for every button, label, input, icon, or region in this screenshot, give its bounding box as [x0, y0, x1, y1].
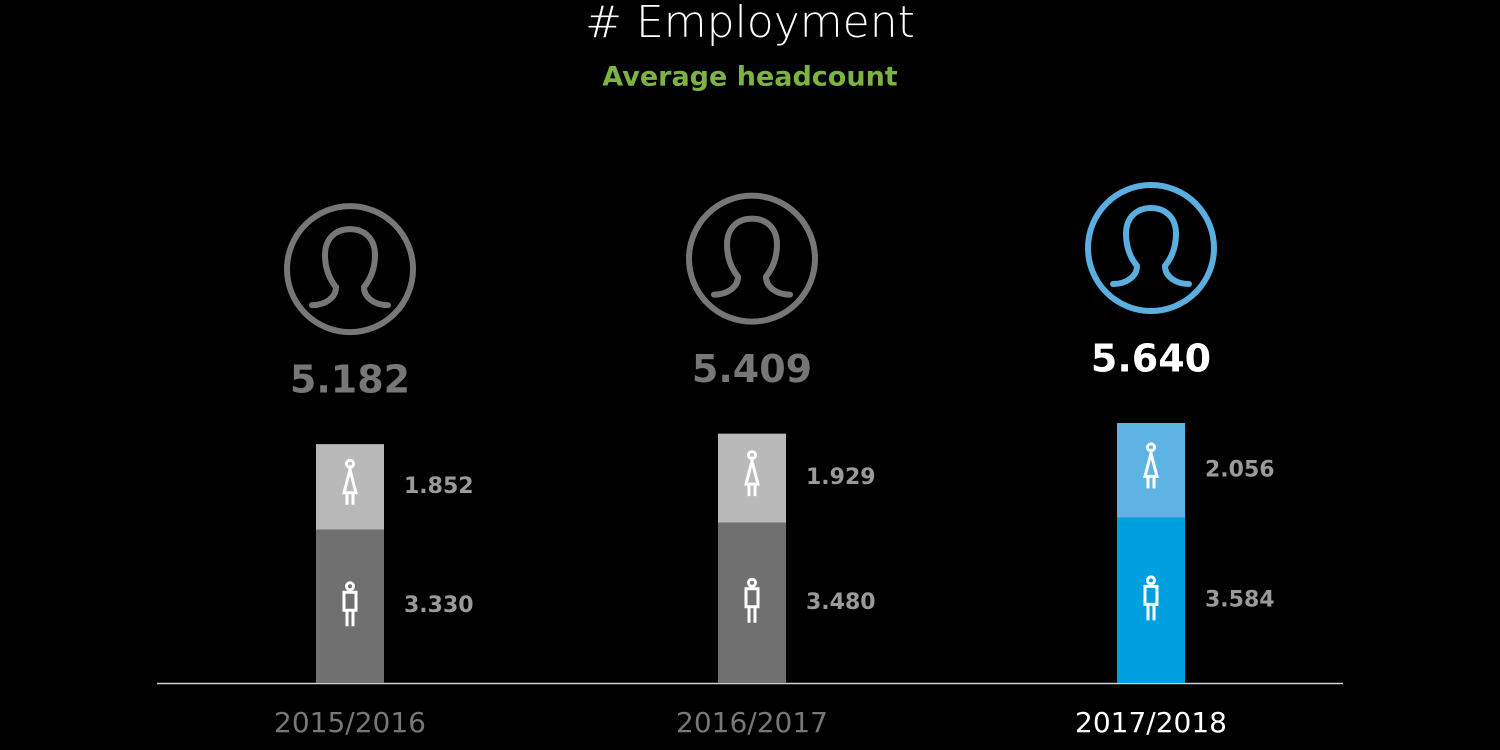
female-icon — [342, 458, 358, 505]
icon-head — [1146, 575, 1156, 586]
value-label: 3.480 — [806, 590, 876, 615]
value-label: 3.330 — [404, 593, 474, 618]
x-tick-label: 2017/2018 — [1075, 706, 1227, 739]
total-label: 5.409 — [692, 347, 812, 391]
total-label: 5.182 — [290, 358, 410, 402]
male-icon — [342, 581, 358, 627]
avatar-ring — [1085, 182, 1217, 314]
male-icon — [744, 577, 760, 623]
male-icon — [1143, 575, 1159, 621]
chart-subtitle: Average headcount — [602, 62, 897, 93]
value-label: 1.929 — [806, 465, 876, 490]
avatar-figure — [711, 215, 793, 298]
icon-body — [342, 590, 358, 627]
avatar-figure — [309, 226, 391, 309]
bar-segment — [316, 529, 384, 683]
bar-segment — [1117, 517, 1185, 683]
icon-body — [342, 463, 358, 505]
bar-segment — [316, 444, 384, 530]
value-label: 1.852 — [404, 474, 474, 499]
value-label: 3.584 — [1205, 587, 1275, 612]
icon-head — [747, 577, 757, 588]
avatar-ring — [284, 203, 416, 336]
bar-segment — [1117, 423, 1185, 518]
bar-segment — [718, 522, 786, 683]
x-tick-label: 2015/2016 — [274, 706, 426, 739]
bar-segment — [718, 433, 786, 523]
value-label: 2.056 — [1205, 457, 1275, 482]
female-icon — [744, 450, 760, 497]
female-icon — [1143, 442, 1159, 489]
x-tick-label: 2016/2017 — [676, 706, 828, 739]
icon-head — [345, 581, 355, 592]
icon-body — [1143, 584, 1159, 621]
total-label: 5.640 — [1091, 337, 1211, 381]
icon-body — [744, 455, 760, 497]
chart-title: # Employment — [585, 0, 915, 48]
avatar-figure — [1110, 204, 1192, 287]
avatar-ring — [686, 192, 818, 325]
icon-body — [744, 587, 760, 623]
icon-body — [1143, 447, 1159, 489]
